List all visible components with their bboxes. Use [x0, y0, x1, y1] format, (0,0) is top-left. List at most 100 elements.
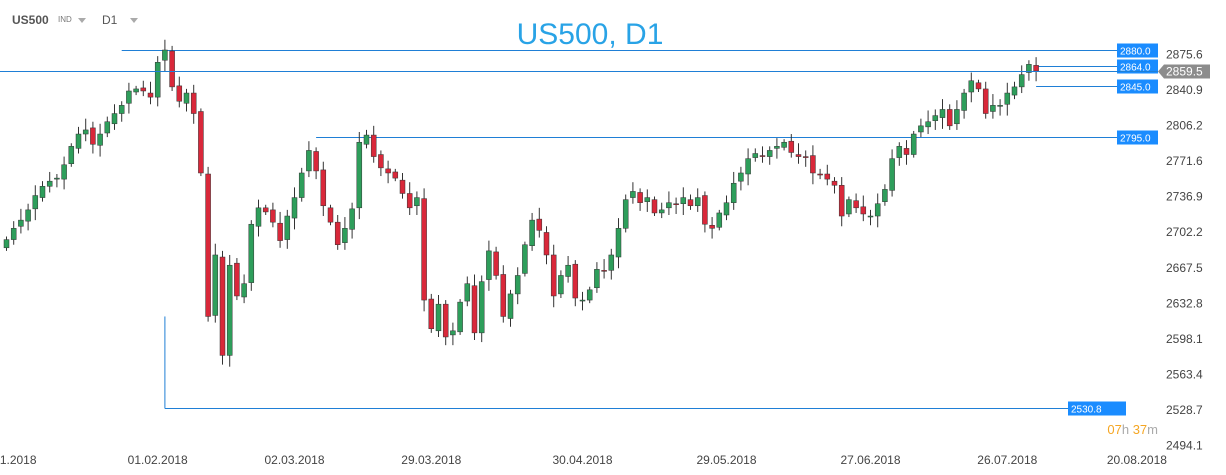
candle-body	[802, 156, 809, 158]
y-tick-label: 2736.9	[1166, 190, 1203, 204]
candle-body	[975, 82, 982, 90]
candle-body	[1011, 86, 1018, 96]
candle-body	[212, 254, 219, 316]
candle-body	[572, 263, 579, 299]
candle-body	[414, 197, 420, 207]
candle-body	[615, 228, 622, 258]
candle-body	[198, 111, 204, 174]
candle-body	[46, 180, 53, 187]
candle-body	[781, 141, 787, 148]
candle-body	[637, 192, 643, 203]
candle-body	[666, 202, 672, 209]
candle-body	[738, 172, 744, 182]
candle-body	[298, 172, 305, 198]
timeframe-dropdown-icon[interactable]	[130, 18, 138, 23]
candlestick-series	[3, 39, 1039, 367]
candle-body	[932, 115, 939, 121]
candle-body	[997, 105, 1003, 107]
chart-title: US500, D1	[517, 18, 664, 51]
candle-body	[118, 105, 125, 114]
candle-body	[601, 270, 607, 272]
candle-body	[594, 269, 600, 289]
candle-body	[507, 293, 514, 319]
candle-body	[630, 191, 636, 198]
candle-body	[219, 256, 226, 356]
level-label-box	[1117, 130, 1158, 145]
candle-body	[190, 92, 197, 114]
candle-body	[406, 193, 413, 209]
candle-body	[774, 146, 780, 149]
y-tick-label: 2702.2	[1166, 225, 1203, 239]
candle-body	[586, 289, 593, 301]
candle-body	[622, 199, 629, 229]
candle-body	[291, 197, 298, 219]
candle-body	[1004, 92, 1011, 105]
candle-body	[558, 275, 564, 295]
candle-body	[982, 88, 989, 114]
y-tick-label: 2632.8	[1166, 296, 1203, 310]
candle-body	[536, 218, 543, 231]
candle-body	[918, 125, 924, 133]
candle-body	[1026, 64, 1032, 73]
candle-body	[889, 158, 895, 191]
candle-body	[766, 150, 773, 157]
candle-body	[486, 250, 492, 280]
level-label-box	[1068, 401, 1126, 416]
candle-body	[716, 212, 723, 228]
candle-body	[529, 219, 535, 246]
candle-body	[270, 209, 276, 223]
countdown-hours: 07	[1107, 422, 1122, 437]
symbol-selector[interactable]: US500	[12, 13, 49, 27]
candle-body	[824, 173, 831, 180]
candle-body	[54, 177, 60, 180]
x-tick-label: 01.02.2018	[128, 453, 188, 467]
candle-body	[961, 92, 967, 111]
candle-body	[795, 154, 802, 157]
timeframe-selector[interactable]: D1	[102, 13, 118, 27]
asset-class-label: IND	[58, 15, 72, 24]
symbol-dropdown-icon[interactable]	[78, 18, 86, 23]
candle-body	[147, 92, 154, 98]
candle-body	[1018, 74, 1025, 88]
candle-body	[82, 129, 89, 135]
candle-body	[745, 158, 751, 175]
candle-body	[10, 228, 17, 240]
level-label: 2530.8	[1071, 405, 1102, 416]
candle-body	[133, 88, 139, 93]
countdown-minutes: 37	[1132, 422, 1148, 437]
candle-body	[471, 285, 478, 334]
candle-body	[18, 219, 24, 227]
candle-body	[651, 199, 658, 214]
candle-body	[385, 168, 391, 174]
candle-body	[954, 109, 960, 125]
candle-body	[234, 262, 240, 297]
y-tick-label: 2598.1	[1166, 332, 1203, 346]
candle-body	[579, 299, 586, 302]
candle-body	[392, 171, 399, 179]
candle-body	[514, 275, 521, 295]
candle-body	[565, 264, 571, 277]
candle-body	[702, 195, 708, 225]
candle-body	[1033, 65, 1039, 72]
candle-body	[428, 298, 435, 330]
candle-body	[342, 228, 348, 243]
candle-body	[241, 283, 247, 298]
candle-body	[550, 254, 557, 297]
level-label: 2845.0	[1120, 83, 1151, 94]
candle-body	[831, 180, 838, 186]
candle-body	[838, 185, 845, 217]
x-tick-label: 29.03.2018	[401, 453, 461, 467]
toolbar: US500 IND D1	[0, 0, 1226, 40]
x-tick-label: 20.08.2018	[1107, 453, 1167, 467]
candle-body	[277, 222, 283, 241]
current-price-label: 2859.5	[1166, 65, 1203, 79]
x-tick-label: 27.06.2018	[840, 453, 900, 467]
candle-body	[349, 208, 355, 230]
candle-body	[810, 155, 816, 174]
candle-body	[990, 105, 996, 112]
x-tick-label: 03.01.2018	[0, 453, 37, 467]
candle-body	[363, 134, 370, 145]
candle-body	[903, 148, 910, 155]
candle-body	[493, 251, 499, 276]
